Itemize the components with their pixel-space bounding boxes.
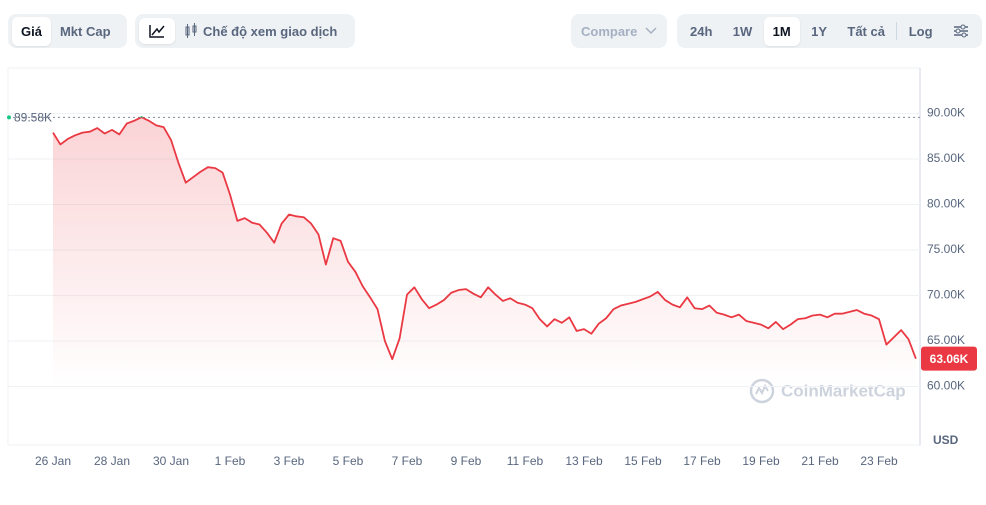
range-tab[interactable]: 24h: [690, 23, 713, 39]
range-tab[interactable]: 1Y: [811, 23, 827, 39]
x-tick-label: 23 Feb: [860, 454, 898, 468]
log-toggle[interactable]: Log: [908, 23, 933, 39]
view-tabs: Giá Mkt Cap: [8, 14, 127, 48]
y-tick-label: 60.00K: [927, 379, 965, 393]
unit-label: USD: [933, 433, 959, 447]
settings-button[interactable]: [944, 17, 978, 45]
compare-label: Compare: [581, 23, 638, 39]
reference-label: 89.58K: [14, 110, 52, 124]
y-tick-label: 90.00K: [927, 106, 965, 120]
settings-icon: [953, 24, 968, 38]
compare-dropdown[interactable]: Compare: [571, 14, 667, 48]
chevron: [645, 27, 657, 35]
range-tab[interactable]: 1M: [763, 16, 800, 46]
trading-view-label: Chế độ xem giao dịch: [203, 23, 338, 39]
y-tick-label: 65.00K: [927, 333, 965, 347]
x-tick-label: 15 Feb: [624, 454, 662, 468]
current-price-label: 63.06K: [930, 352, 969, 366]
chart-mode: Chế độ xem giao dịch: [135, 14, 355, 48]
x-tick-label: 11 Feb: [507, 454, 544, 468]
divider: [896, 22, 898, 40]
tab[interactable]: Giá: [12, 16, 51, 46]
y-tick-label: 75.00K: [927, 242, 965, 256]
x-tick-label: 13 Feb: [565, 454, 603, 468]
price-line: [52, 116, 917, 361]
x-tick-label: 7 Feb: [392, 454, 423, 468]
range-tab[interactable]: 1W: [732, 23, 753, 39]
current-price-badge: [921, 346, 977, 371]
x-tick-label: 28 Jan: [94, 454, 130, 468]
x-tick-label: 21 Feb: [801, 454, 839, 468]
x-tick-label: 1 Feb: [215, 454, 246, 468]
x-tick-label: 26 Jan: [35, 454, 71, 468]
watermark-logo-mark: [755, 383, 769, 396]
y-tick-label: 80.00K: [927, 197, 965, 211]
y-tick-label: 85.00K: [927, 151, 965, 165]
range-tab[interactable]: Tất cả: [847, 23, 885, 39]
area: [53, 117, 916, 387]
tab[interactable]: Mkt Cap: [59, 23, 111, 39]
line-icon: [149, 25, 165, 38]
reference-dot: [7, 115, 11, 120]
line-mode-button[interactable]: [139, 18, 175, 44]
x-tick-label: 5 Feb: [333, 454, 364, 468]
x-tick-label: 19 Feb: [742, 454, 780, 468]
x-tick-label: 9 Feb: [451, 454, 482, 468]
candle-icon: [185, 23, 197, 38]
x-tick-label: 3 Feb: [274, 454, 305, 468]
candle-mode-button[interactable]: Chế độ xem giao dịch: [175, 16, 346, 46]
x-tick-label: 30 Jan: [153, 454, 189, 468]
y-tick-label: 70.00K: [927, 288, 965, 302]
range-tabs: 24h 1W 1M 1Y Tất cả Log: [677, 14, 982, 48]
x-tick-label: 17 Feb: [683, 454, 721, 468]
